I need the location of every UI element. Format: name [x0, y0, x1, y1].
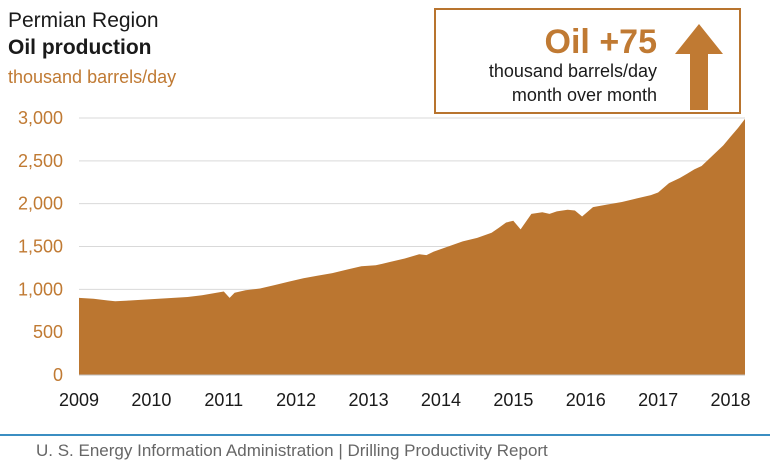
x-tick-label: 2013 [349, 390, 389, 410]
callout-unit-line: thousand barrels/day [488, 61, 657, 81]
x-tick-label: 2011 [204, 390, 243, 410]
y-tick-label: 500 [33, 322, 63, 342]
footer-source: U. S. Energy Information Administration … [36, 441, 548, 460]
callout-headline: Oil +75 [544, 23, 657, 61]
y-tick-label: 3,000 [18, 108, 63, 128]
y-tick-label: 2,500 [18, 151, 63, 171]
x-tick-label: 2010 [131, 390, 171, 410]
y-tick-label: 2,000 [18, 194, 63, 214]
y-tick-label: 0 [53, 365, 63, 385]
x-tick-label: 2012 [276, 390, 316, 410]
footer-divider [0, 434, 770, 436]
production-area [79, 118, 745, 376]
x-axis-ticks: 2009 2010 2011 2012 2013 2014 2015 2016 2017 2018 [59, 390, 751, 410]
x-tick-label: 2016 [566, 390, 606, 410]
y-tick-label: 1,000 [18, 279, 63, 299]
callout-period-line: month over month [511, 85, 657, 105]
chart-title: Oil production [8, 36, 152, 59]
title-block: Permian Region Oil production thousand b… [8, 8, 176, 92]
y-axis-ticks: 0 500 1,000 1,500 2,000 2,500 3,000 [18, 108, 63, 385]
y-axis-unit-label: thousand barrels/day [8, 67, 177, 87]
up-arrow-icon [675, 24, 723, 110]
region-title: Permian Region [8, 9, 159, 32]
monthly-change-callout: Oil +75 thousand barrels/day month over … [434, 8, 741, 114]
y-tick-label: 1,500 [18, 237, 63, 257]
x-tick-label: 2015 [493, 390, 533, 410]
x-tick-label: 2009 [59, 390, 99, 410]
x-tick-label: 2017 [638, 390, 678, 410]
x-tick-label: 2014 [421, 390, 461, 410]
x-tick-label: 2018 [710, 390, 750, 410]
